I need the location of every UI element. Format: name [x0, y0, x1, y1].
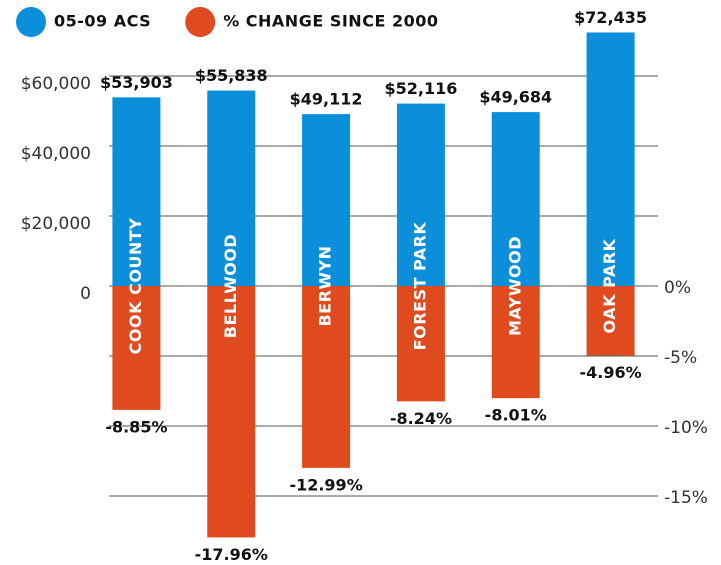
y2-tick-label: -15%	[664, 488, 708, 508]
bar	[491, 112, 540, 286]
legend-label: % CHANGE SINCE 2000	[223, 12, 438, 31]
bar	[586, 32, 635, 286]
data-label: $52,116	[384, 79, 457, 98]
data-label: $49,684	[479, 88, 552, 107]
data-label: $49,112	[290, 90, 363, 109]
data-label: $72,435	[574, 8, 647, 27]
category-label: BELLWOOD	[221, 234, 240, 338]
bar	[396, 103, 445, 287]
data-label: -8.01%	[485, 406, 547, 425]
category-label: FOREST PARK	[410, 222, 429, 351]
y2-tick-label: -5%	[664, 348, 697, 368]
data-label: -12.99%	[289, 475, 362, 494]
category-label: OAK PARK	[600, 238, 619, 333]
bar	[491, 286, 540, 399]
legend-swatch	[185, 7, 216, 37]
legend-label: 05-09 ACS	[54, 12, 151, 31]
bar	[112, 286, 161, 410]
y-tick-label: $20,000	[21, 214, 91, 234]
y2-tick-label: -10%	[664, 418, 708, 438]
bar	[207, 286, 256, 538]
data-label: $55,838	[195, 66, 268, 85]
bar	[207, 90, 256, 286]
data-label: -4.96%	[580, 363, 642, 382]
bar	[586, 286, 635, 356]
data-label: $53,903	[100, 73, 173, 92]
bar	[396, 286, 445, 402]
category-label: COOK COUNTY	[126, 218, 145, 355]
category-label: MAYWOOD	[505, 236, 524, 336]
bar	[112, 97, 161, 286]
data-label: -8.24%	[390, 409, 452, 428]
data-label: -8.85%	[105, 417, 167, 436]
bar	[302, 286, 351, 468]
bar	[302, 114, 351, 286]
legend-swatch	[16, 7, 46, 37]
y-tick-label: $40,000	[21, 144, 91, 164]
data-label: -17.96%	[195, 545, 268, 564]
y-tick-label: 0	[80, 284, 91, 304]
category-label: BERWYN	[316, 245, 335, 326]
y2-tick-label: 0%	[664, 278, 691, 298]
y-tick-label: $60,000	[21, 74, 91, 94]
